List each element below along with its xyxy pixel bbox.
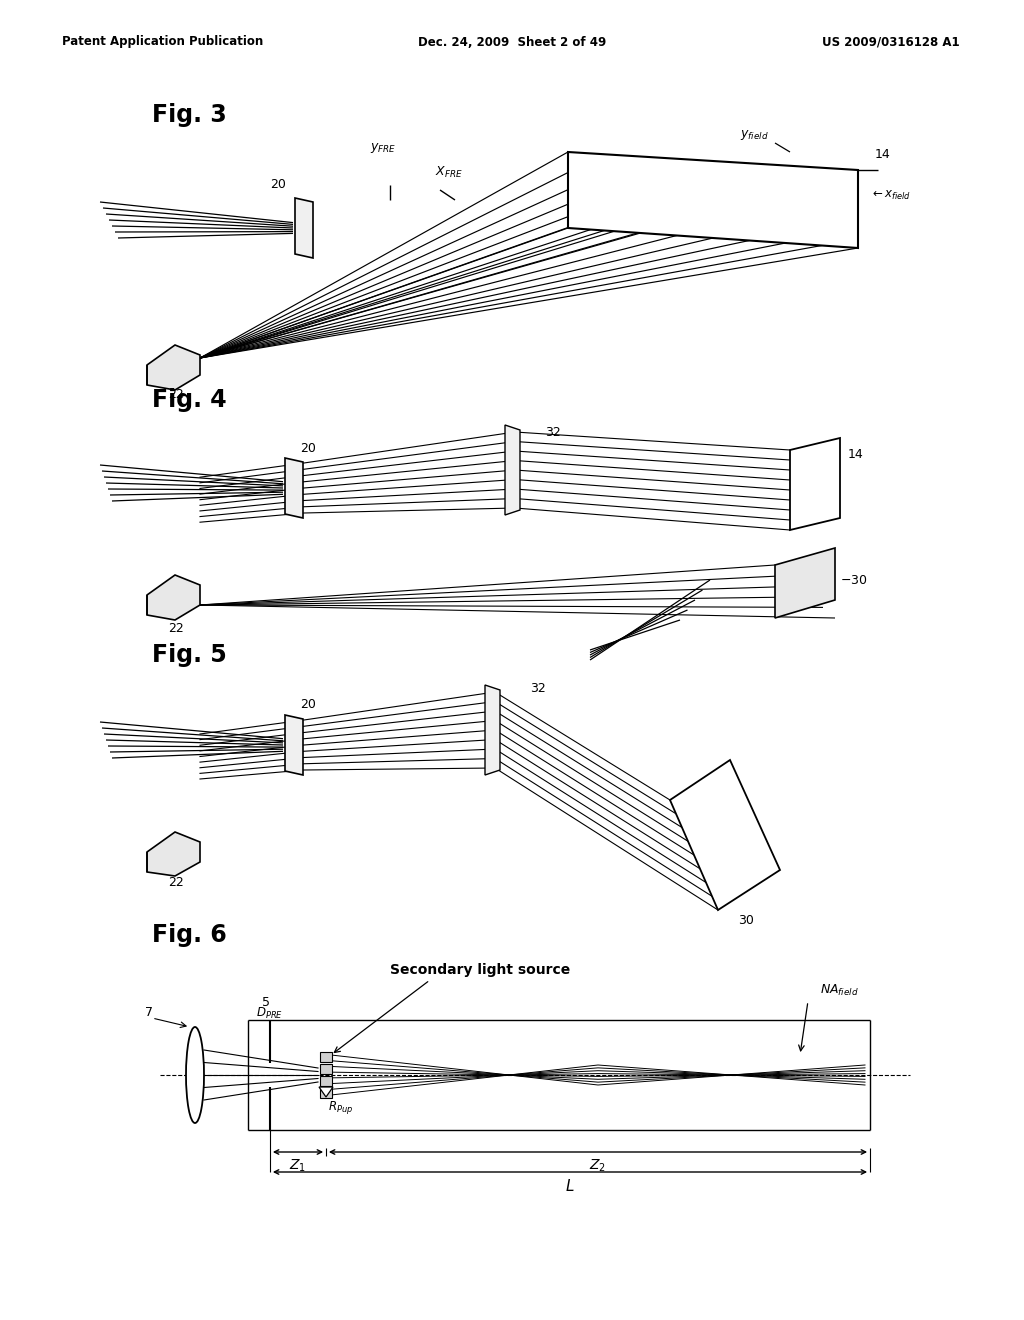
Polygon shape bbox=[670, 760, 780, 909]
Polygon shape bbox=[147, 576, 200, 620]
Text: 20: 20 bbox=[300, 698, 315, 711]
Text: 22: 22 bbox=[168, 388, 183, 401]
Text: 5: 5 bbox=[262, 997, 270, 1010]
Text: 20: 20 bbox=[300, 441, 315, 454]
Bar bbox=[319, 1076, 332, 1086]
Polygon shape bbox=[285, 715, 303, 775]
Polygon shape bbox=[147, 832, 200, 876]
Text: 14: 14 bbox=[874, 149, 891, 161]
Text: $y_{field}$: $y_{field}$ bbox=[740, 128, 769, 143]
Text: $X_{FRE}$: $X_{FRE}$ bbox=[435, 165, 463, 180]
Polygon shape bbox=[319, 1086, 333, 1097]
Bar bbox=[319, 1064, 332, 1074]
Text: 7: 7 bbox=[145, 1006, 153, 1019]
Polygon shape bbox=[505, 425, 520, 515]
Polygon shape bbox=[147, 345, 200, 389]
Text: $\leftarrow$$x_{field}$: $\leftarrow$$x_{field}$ bbox=[870, 189, 911, 202]
Text: Fig. 4: Fig. 4 bbox=[152, 388, 226, 412]
Text: $NA_{field}$: $NA_{field}$ bbox=[820, 982, 859, 998]
Text: Fig. 3: Fig. 3 bbox=[152, 103, 226, 127]
Text: Patent Application Publication: Patent Application Publication bbox=[62, 36, 263, 49]
Text: $Z_1$: $Z_1$ bbox=[290, 1158, 306, 1175]
Polygon shape bbox=[285, 458, 303, 517]
Text: 30: 30 bbox=[738, 913, 754, 927]
Polygon shape bbox=[568, 152, 858, 248]
Text: 14: 14 bbox=[848, 449, 864, 462]
Text: 32: 32 bbox=[530, 681, 546, 694]
Text: Secondary light source: Secondary light source bbox=[390, 964, 570, 977]
Text: Fig. 6: Fig. 6 bbox=[152, 923, 226, 946]
Text: $L$: $L$ bbox=[565, 1177, 574, 1195]
Bar bbox=[319, 1052, 332, 1063]
Bar bbox=[319, 1088, 332, 1098]
Polygon shape bbox=[775, 548, 835, 618]
Text: Fig. 5: Fig. 5 bbox=[152, 643, 226, 667]
Ellipse shape bbox=[186, 1027, 204, 1123]
Text: 22: 22 bbox=[168, 622, 183, 635]
Polygon shape bbox=[790, 438, 840, 531]
Polygon shape bbox=[485, 685, 500, 775]
Polygon shape bbox=[295, 198, 313, 257]
Text: Dec. 24, 2009  Sheet 2 of 49: Dec. 24, 2009 Sheet 2 of 49 bbox=[418, 36, 606, 49]
Text: US 2009/0316128 A1: US 2009/0316128 A1 bbox=[822, 36, 961, 49]
Text: 32: 32 bbox=[545, 425, 561, 438]
Text: $R_{Pup}$: $R_{Pup}$ bbox=[328, 1100, 353, 1117]
Text: $Z_2$: $Z_2$ bbox=[590, 1158, 606, 1175]
Text: 22: 22 bbox=[168, 875, 183, 888]
Text: $D_{PRE}$: $D_{PRE}$ bbox=[256, 1006, 283, 1020]
Text: $y_{FRE}$: $y_{FRE}$ bbox=[370, 141, 396, 154]
Text: 20: 20 bbox=[270, 178, 286, 191]
Text: $-$30: $-$30 bbox=[840, 573, 867, 586]
